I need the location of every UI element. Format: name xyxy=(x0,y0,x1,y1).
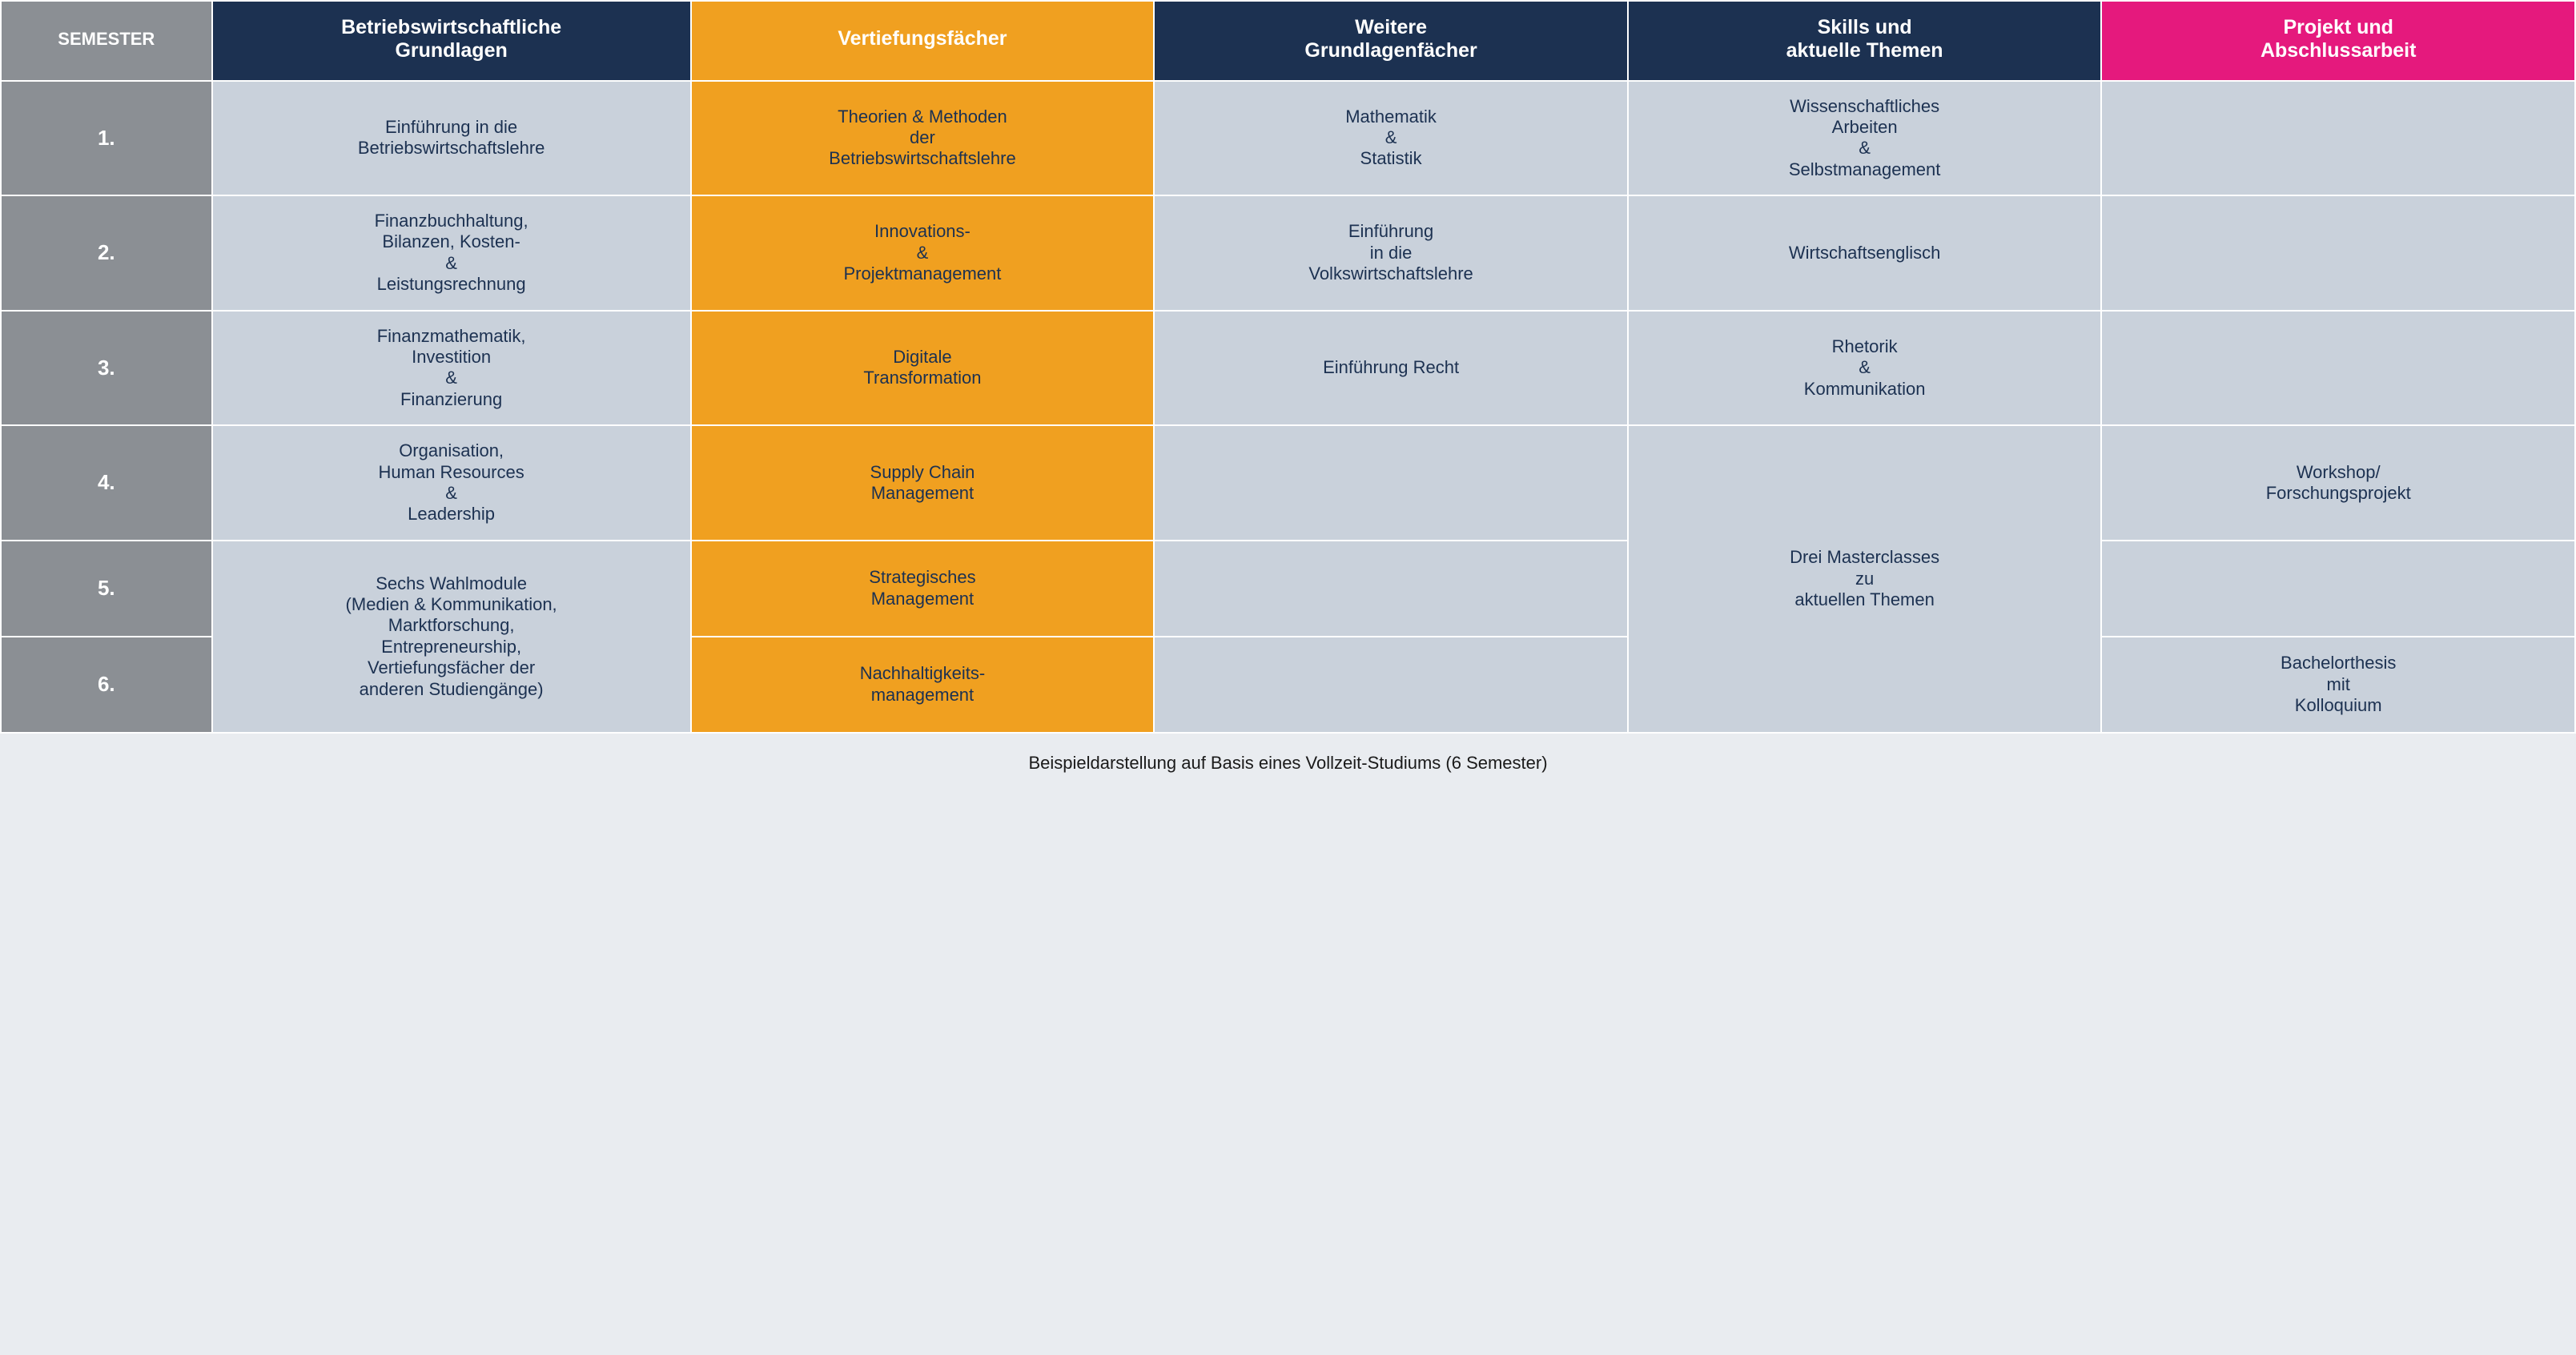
semester-number: 5. xyxy=(1,541,212,637)
cell-r2-c3: Einführungin dieVolkswirtschaftslehre xyxy=(1154,195,1628,311)
cell-r3-c3: Einführung Recht xyxy=(1154,311,1628,426)
curriculum-wrapper: SEMESTER BetriebswirtschaftlicheGrundlag… xyxy=(0,0,2576,798)
cell-r1-c4: WissenschaftlichesArbeiten&Selbstmanagem… xyxy=(1628,81,2102,196)
header-semester: SEMESTER xyxy=(1,1,212,81)
curriculum-table: SEMESTER BetriebswirtschaftlicheGrundlag… xyxy=(0,0,2576,734)
cell-r2-c2: Innovations-&Projektmanagement xyxy=(691,195,1155,311)
table-row: 2. Finanzbuchhaltung,Bilanzen, Kosten-&L… xyxy=(1,195,2575,311)
header-col3: WeitereGrundlagenfächer xyxy=(1154,1,1628,81)
cell-r2-c1: Finanzbuchhaltung,Bilanzen, Kosten-&Leis… xyxy=(212,195,691,311)
semester-number: 1. xyxy=(1,81,212,196)
header-row: SEMESTER BetriebswirtschaftlicheGrundlag… xyxy=(1,1,2575,81)
cell-r1-c3: Mathematik&Statistik xyxy=(1154,81,1628,196)
header-col1: BetriebswirtschaftlicheGrundlagen xyxy=(212,1,691,81)
cell-r5-c2: StrategischesManagement xyxy=(691,541,1155,637)
semester-number: 2. xyxy=(1,195,212,311)
cell-r4-c1: Organisation,Human Resources&Leadership xyxy=(212,425,691,541)
cell-r2-c4: Wirtschaftsenglisch xyxy=(1628,195,2102,311)
cell-r5-c3 xyxy=(1154,541,1628,637)
cell-r3-c1: Finanzmathematik,Investition&Finanzierun… xyxy=(212,311,691,426)
cell-r4-c5: Workshop/Forschungsprojekt xyxy=(2101,425,2575,541)
cell-r1-c5 xyxy=(2101,81,2575,196)
cell-wahlmodule-merged: Sechs Wahlmodule(Medien & Kommunikation,… xyxy=(212,541,691,733)
cell-r2-c5 xyxy=(2101,195,2575,311)
cell-r6-c5: BachelorthesismitKolloquium xyxy=(2101,637,2575,733)
header-col5: Projekt undAbschlussarbeit xyxy=(2101,1,2575,81)
cell-r3-c2: DigitaleTransformation xyxy=(691,311,1155,426)
table-row: 3. Finanzmathematik,Investition&Finanzie… xyxy=(1,311,2575,426)
table-caption: Beispieldarstellung auf Basis eines Voll… xyxy=(0,734,2576,798)
cell-r4-c2: Supply ChainManagement xyxy=(691,425,1155,541)
table-row: 4. Organisation,Human Resources&Leadersh… xyxy=(1,425,2575,541)
cell-r3-c4: Rhetorik&Kommunikation xyxy=(1628,311,2102,426)
cell-r1-c1: Einführung in dieBetriebswirtschaftslehr… xyxy=(212,81,691,196)
table-row: 1. Einführung in dieBetriebswirtschaftsl… xyxy=(1,81,2575,196)
header-col4: Skills undaktuelle Themen xyxy=(1628,1,2102,81)
header-col2: Vertiefungsfächer xyxy=(691,1,1155,81)
cell-r4-c3 xyxy=(1154,425,1628,541)
cell-r1-c2: Theorien & MethodenderBetriebswirtschaft… xyxy=(691,81,1155,196)
cell-masterclasses-merged: Drei Masterclasseszuaktuellen Themen xyxy=(1628,425,2102,733)
semester-number: 6. xyxy=(1,637,212,733)
cell-r3-c5 xyxy=(2101,311,2575,426)
semester-number: 4. xyxy=(1,425,212,541)
cell-r6-c2: Nachhaltigkeits-management xyxy=(691,637,1155,733)
table-row: 5. Sechs Wahlmodule(Medien & Kommunikati… xyxy=(1,541,2575,637)
semester-number: 3. xyxy=(1,311,212,426)
cell-r6-c3 xyxy=(1154,637,1628,733)
cell-r5-c5 xyxy=(2101,541,2575,637)
